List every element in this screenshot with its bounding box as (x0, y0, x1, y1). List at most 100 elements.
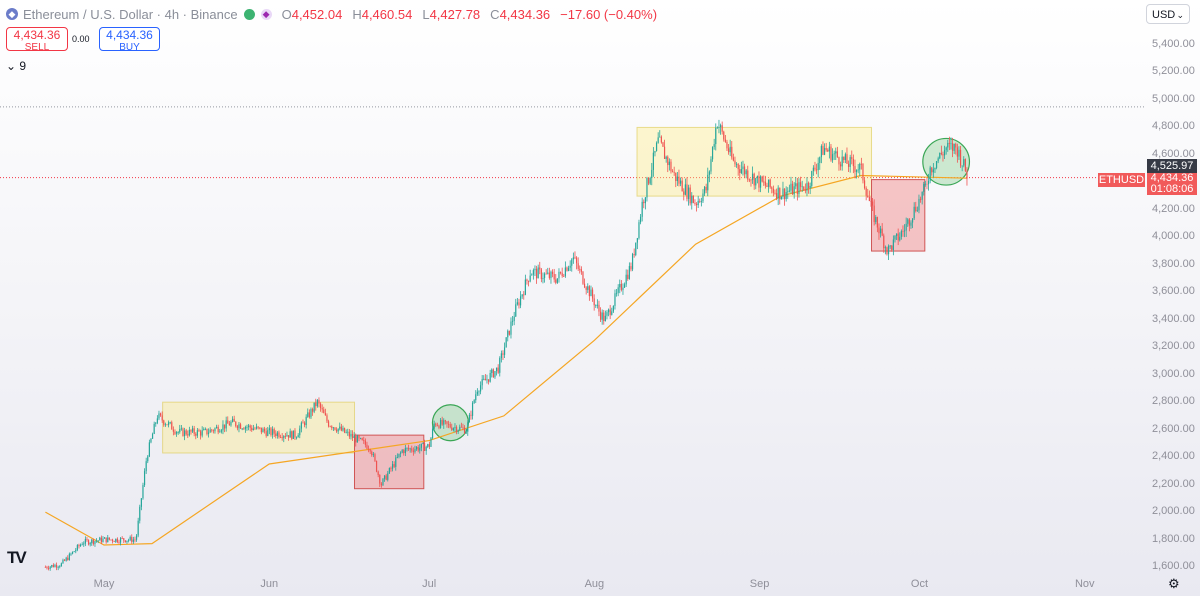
candle-body-349 (603, 312, 605, 322)
high-value: 4,460.54 (361, 6, 413, 22)
candle-body-90 (188, 429, 190, 436)
candle-body-354 (611, 311, 613, 315)
candle-body-40 (108, 537, 110, 540)
price-tick-label: 2,200.00 (1152, 477, 1195, 490)
candle-body-430 (732, 157, 734, 161)
low-label: L (422, 6, 430, 22)
price-tick-label: 1,800.00 (1152, 532, 1195, 545)
candle-body-426 (726, 141, 728, 149)
candle-body-193 (353, 436, 355, 438)
candle-body-320 (556, 278, 558, 283)
candle-body-143 (273, 429, 275, 434)
candle-body-451 (766, 185, 768, 187)
candle-body-15 (68, 553, 70, 561)
candle-body-221 (398, 453, 400, 458)
current-price: 4,434.36 (1150, 172, 1194, 184)
time-tick-label: Jun (260, 578, 279, 590)
candle-body-510 (860, 163, 862, 165)
candle-body-318 (553, 274, 555, 280)
buy-button[interactable]: 4,434.36 BUY (99, 27, 160, 53)
candle-body-68 (153, 423, 155, 434)
candle-body-516 (870, 201, 872, 202)
candle-body-237 (423, 443, 426, 451)
candle-body-361 (622, 287, 624, 290)
time-tick-label: Aug (584, 578, 605, 590)
candle-body-28 (89, 543, 91, 545)
sell-button[interactable]: 4,434.36 SELL (6, 27, 68, 53)
currency-select[interactable]: USD ⌄ (1146, 4, 1190, 24)
candle-body-186 (342, 427, 344, 431)
candle-body-558 (937, 158, 939, 162)
candle-body-536 (902, 231, 904, 232)
candle-body-263 (465, 431, 467, 434)
candle-body-553 (929, 167, 931, 181)
candle-body-544 (915, 206, 917, 211)
candle-body-285 (500, 353, 502, 359)
price-chart[interactable] (0, 0, 1145, 576)
candle-body-332 (575, 257, 578, 264)
candle-body-197 (359, 438, 362, 439)
candle-body-20 (76, 545, 78, 550)
gear-icon[interactable]: ⚙ (1168, 576, 1180, 591)
candle-body-10 (60, 563, 62, 567)
market-open-icon (243, 8, 255, 20)
candle-body-351 (606, 312, 608, 316)
open-value: 4,452.04 (291, 6, 343, 22)
candle-body-531 (894, 235, 896, 240)
candle-body-523 (881, 228, 883, 236)
buy-price: 4,434.36 (106, 28, 153, 42)
candle-body-215 (388, 468, 390, 474)
chevron-down-icon: ⌄ (6, 59, 17, 73)
candle-body-80 (172, 429, 174, 432)
candle-body-155 (292, 430, 294, 439)
candle-body-283 (497, 367, 499, 373)
candle-body-184 (339, 426, 341, 429)
candle-body-366 (630, 266, 632, 270)
candle-body-114 (227, 420, 229, 424)
candle-body-446 (758, 175, 760, 188)
candle-body-328 (569, 265, 571, 268)
candle-body-84 (179, 428, 181, 433)
candle-body-65 (148, 442, 150, 457)
candle-body-390 (668, 161, 670, 166)
candle-body-1 (46, 567, 48, 569)
candle-body-160 (300, 422, 302, 429)
spread-value: 0.00 (72, 34, 90, 44)
candle-body-196 (358, 435, 360, 439)
candle-body-27 (87, 540, 90, 545)
candle-body-313 (545, 273, 547, 275)
candle-body-42 (111, 539, 114, 542)
candle-body-162 (303, 422, 306, 426)
candle-body-229 (411, 448, 413, 451)
candle-body-520 (876, 217, 878, 228)
candle-body-468 (793, 186, 795, 195)
candle-body-418 (713, 144, 715, 147)
candle-body-330 (572, 257, 574, 260)
candle-body-375 (644, 197, 646, 204)
candle-body-240 (428, 444, 430, 447)
candle-body-461 (782, 188, 784, 197)
candle-body-265 (468, 414, 470, 423)
candle-body-460 (780, 196, 782, 200)
candle-body-89 (187, 434, 189, 436)
candle-body-517 (871, 201, 874, 206)
candle-body-164 (307, 412, 309, 417)
symbol-title[interactable]: Ethereum / U.S. Dollar · 4h · Binance (23, 6, 238, 22)
candle-body-121 (238, 424, 240, 429)
tradingview-logo[interactable]: TV (7, 548, 27, 567)
candle-body-256 (454, 427, 456, 429)
indicator-toggle[interactable]: ⌄ 9 (6, 59, 26, 73)
candle-body-367 (631, 254, 634, 270)
candle-body-370 (636, 238, 638, 243)
sell-label: SELL (24, 42, 50, 53)
candle-body-207 (375, 460, 378, 472)
candle-body-255 (452, 428, 454, 431)
candle-body-57 (135, 535, 138, 540)
candle-body-511 (862, 163, 864, 181)
candle-body-514 (867, 195, 869, 198)
candle-body-226 (406, 447, 408, 449)
share-icon[interactable]: ◆ (260, 8, 272, 20)
candle-body-574 (963, 159, 965, 166)
candle-body-381 (654, 151, 656, 153)
price-tick-label: 3,600.00 (1152, 285, 1195, 298)
